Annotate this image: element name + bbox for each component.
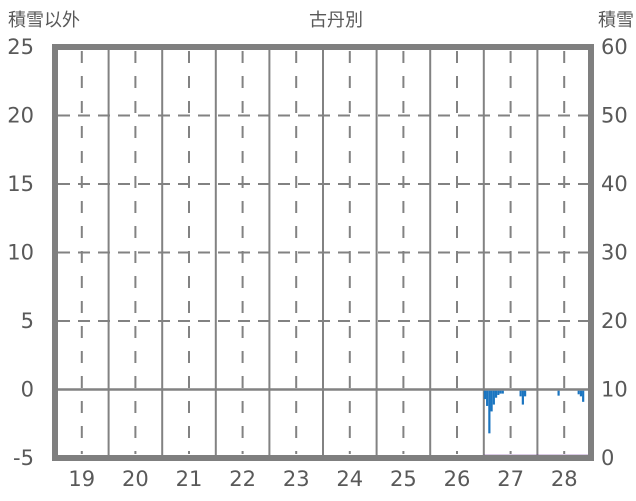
precip-bar (577, 390, 580, 395)
precip-bar (494, 390, 498, 398)
right-axis-title: 積雪 (598, 10, 634, 31)
precip-bar (488, 390, 491, 434)
precip-bar (579, 390, 583, 397)
precip-bar (483, 390, 486, 400)
left-tick-label: 10 (7, 241, 34, 265)
right-tick-label: 20 (601, 309, 628, 333)
precip-bar (492, 390, 495, 405)
precip-bar (524, 390, 527, 397)
left-tick-label: 0 (21, 378, 34, 402)
precip-bar (486, 390, 489, 406)
x-tick-label: 27 (497, 467, 524, 491)
left-axis-title: 積雪以外 (8, 10, 80, 31)
right-tick-label: 30 (601, 241, 628, 265)
precip-bar (582, 390, 585, 402)
x-tick-label: 28 (551, 467, 578, 491)
left-tick-label: 15 (7, 172, 34, 196)
precip-bar (519, 390, 522, 397)
precip-bar (497, 390, 500, 395)
precip-bar (501, 390, 504, 394)
right-tick-label: 60 (601, 35, 628, 59)
right-tick-label: 40 (601, 172, 628, 196)
precip-bar (521, 390, 524, 405)
left-tick-label: 20 (7, 104, 34, 128)
plot-border (52, 44, 594, 461)
x-tick-label: 21 (176, 467, 203, 491)
right-tick-label: 0 (601, 446, 614, 470)
x-tick-label: 22 (229, 467, 256, 491)
x-tick-label: 20 (122, 467, 149, 491)
x-tick-label: 25 (390, 467, 417, 491)
x-tick-label: 24 (336, 467, 363, 491)
x-tick-label: 19 (68, 467, 95, 491)
precip-bar (499, 390, 502, 394)
chart-title: 古丹別 (309, 10, 363, 31)
x-tick-label: 26 (444, 467, 471, 491)
precip-bar (490, 390, 493, 412)
left-tick-label: -5 (13, 446, 34, 470)
left-tick-label: 5 (21, 309, 34, 333)
right-tick-label: 50 (601, 104, 628, 128)
x-tick-label: 23 (283, 467, 310, 491)
precip-bar (557, 390, 560, 396)
left-tick-label: 25 (7, 35, 34, 59)
right-tick-label: 10 (601, 378, 628, 402)
